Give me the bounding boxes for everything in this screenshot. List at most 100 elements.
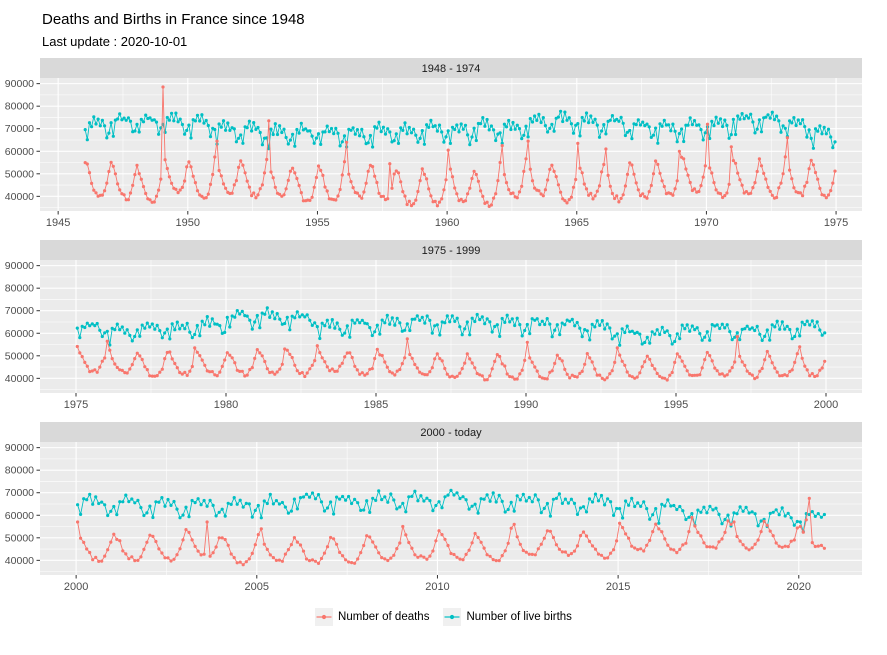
data-point [282,193,286,197]
data-point [595,373,599,377]
data-point [360,371,364,375]
data-point [636,118,640,122]
y-tick-label: 50000 [5,168,34,180]
data-point [335,495,339,499]
data-point [543,124,548,128]
data-point [528,167,532,171]
data-point [157,547,161,551]
data-point [220,536,224,540]
data-point [715,369,719,373]
data-point [460,333,464,337]
data-point [154,194,159,198]
data-point [112,532,116,536]
data-point [563,367,567,371]
data-point [642,500,646,504]
data-point [437,200,442,204]
data-point [130,339,134,343]
data-point [399,126,403,130]
data-point [747,548,751,552]
data-point [663,376,667,380]
data-point [211,551,215,555]
data-point [741,543,745,547]
data-point [536,547,540,551]
data-point [693,328,697,332]
data-point [368,367,372,371]
data-point [801,118,805,122]
data-point [375,180,379,185]
data-point [395,547,399,551]
data-point [541,116,545,120]
data-point [271,176,275,180]
data-point [238,498,242,502]
data-point [728,330,732,334]
data-point [692,119,697,123]
data-point [446,543,450,548]
data-point [90,125,94,129]
data-point [154,539,158,544]
data-point [226,121,230,125]
data-point [403,121,407,125]
data-point [527,552,531,556]
data-point [792,538,796,542]
data-point [340,361,344,365]
data-point [310,491,315,495]
data-point [654,126,658,130]
data-point [112,504,116,509]
facet-strip [40,422,862,442]
data-point [413,362,417,367]
data-point [545,529,550,533]
data-point [283,552,287,556]
data-point [105,329,109,333]
data-point [151,515,155,520]
data-point [208,554,212,558]
data-point [248,367,252,372]
data-point [139,177,143,181]
data-point [335,321,339,325]
data-point [312,141,316,145]
data-point [79,536,83,540]
data-point [593,492,598,496]
data-point [223,358,227,362]
data-point [774,508,778,512]
data-point [355,368,359,372]
data-point [627,503,631,507]
data-point [90,369,94,373]
data-point [373,356,377,361]
data-point [404,510,408,514]
data-point [712,124,716,128]
y-tick-label: 90000 [5,442,34,454]
data-point [292,536,296,540]
data-point [229,502,233,506]
data-point [498,160,502,165]
data-point [807,496,811,500]
data-point [83,325,87,330]
facet-strip-label: 1975 - 1999 [422,245,481,257]
data-point [523,328,527,333]
data-point [527,495,531,500]
data-point [505,313,509,317]
data-point [639,547,643,551]
data-point [489,203,493,207]
data-point [145,321,149,325]
data-point [463,123,468,127]
data-point [198,334,202,338]
data-point [509,500,513,504]
data-point [243,374,247,378]
data-point [563,199,567,203]
data-point [651,133,656,137]
data-point [198,354,202,358]
data-point [533,553,537,557]
data-point [777,119,781,123]
data-point [243,171,247,175]
data-point [224,128,228,132]
data-point [445,372,449,376]
data-point [107,131,111,135]
data-point [116,182,120,186]
data-point [648,517,652,521]
data-point [750,546,754,550]
data-point [444,135,448,139]
data-point [139,555,143,559]
data-point [613,360,617,364]
data-point [97,559,101,563]
data-point [325,506,330,510]
